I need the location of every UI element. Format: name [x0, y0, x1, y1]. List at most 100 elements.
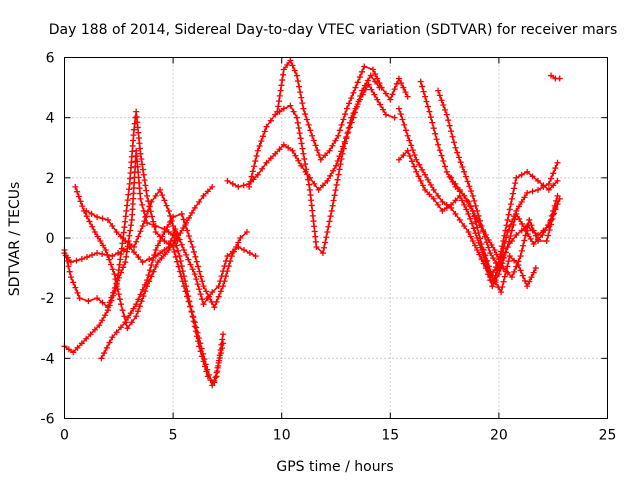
- data-point-marker: [139, 203, 153, 229]
- series-track-10: [395, 105, 561, 290]
- data-point-marker: [202, 361, 214, 384]
- data-point-marker: [504, 213, 518, 235]
- data-point-marker: [465, 228, 479, 249]
- data-point-marker: [191, 198, 203, 211]
- data-point-marker: [157, 186, 170, 209]
- data-point-marker: [324, 167, 337, 184]
- data-point-marker: [165, 231, 177, 251]
- series-line: [248, 82, 395, 255]
- data-point-marker: [178, 210, 194, 245]
- data-point-marker: [426, 108, 440, 143]
- data-point-marker: [133, 288, 149, 320]
- data-point-marker: [391, 114, 398, 121]
- x-tick-label: 0: [60, 428, 69, 444]
- data-point-marker: [352, 68, 366, 91]
- series-track-16: [548, 72, 563, 82]
- data-point-marker: [506, 253, 518, 264]
- data-point-marker: [361, 63, 368, 70]
- data-point-marker: [78, 335, 90, 347]
- data-point-marker: [489, 274, 502, 291]
- data-point-marker: [545, 182, 557, 193]
- data-point-marker: [254, 128, 268, 154]
- data-point-marker: [170, 244, 186, 285]
- data-point-marker: [152, 247, 168, 260]
- chart-title: Day 188 of 2014, Sidereal Day-to-day VTE…: [49, 22, 617, 38]
- data-point-marker: [200, 188, 211, 199]
- data-point-marker: [500, 265, 511, 276]
- data-point-marker: [109, 247, 127, 260]
- data-point-marker: [200, 295, 211, 308]
- data-point-marker: [76, 295, 83, 302]
- data-point-marker: [554, 192, 561, 199]
- data-point-marker: [237, 235, 244, 241]
- data-point-marker: [326, 137, 339, 154]
- data-point-marker: [87, 326, 98, 338]
- data-point-marker: [300, 150, 313, 188]
- data-point-marker: [224, 177, 236, 187]
- data-point-marker: [209, 377, 218, 389]
- data-point-marker: [263, 117, 274, 130]
- data-point-marker: [298, 162, 309, 175]
- data-point-marker: [422, 186, 433, 198]
- y-axis-label: SDTVAR / TECUs: [7, 182, 23, 297]
- data-point-marker: [272, 146, 283, 157]
- data-point-marker: [122, 222, 135, 266]
- data-point-marker: [104, 284, 118, 311]
- data-point-marker: [556, 75, 563, 82]
- data-point-marker: [215, 258, 229, 290]
- data-point-marker: [343, 89, 357, 112]
- x-axis-ticks: 0 5 10 15 20 25: [60, 57, 617, 444]
- y-tick-label: -4: [41, 351, 55, 367]
- data-point-marker: [122, 238, 133, 248]
- data-point-marker: [113, 228, 124, 240]
- data-point-marker: [161, 238, 172, 248]
- data-point-marker: [154, 251, 169, 266]
- data-point-marker: [404, 93, 411, 100]
- data-point-marker: [365, 81, 378, 98]
- data-point-marker: [524, 269, 537, 290]
- data-point-marker: [487, 250, 500, 267]
- data-point-marker: [513, 227, 525, 238]
- data-point-marker: [404, 132, 418, 158]
- data-point-marker: [435, 87, 449, 113]
- data-point-marker: [252, 253, 259, 260]
- data-point-marker: [545, 165, 559, 187]
- data-point-marker: [508, 258, 522, 281]
- series-line: [398, 108, 559, 289]
- data-point-marker: [189, 244, 206, 285]
- series-track-9: [274, 57, 411, 163]
- data-point-marker: [152, 233, 166, 254]
- data-point-marker: [448, 197, 459, 208]
- data-point-marker: [300, 105, 314, 134]
- data-point-marker: [280, 141, 292, 151]
- data-point-marker: [131, 114, 139, 133]
- data-point-marker: [474, 247, 487, 267]
- data-point-marker: [211, 288, 224, 311]
- data-point-marker: [280, 105, 287, 112]
- data-point-marker: [289, 147, 302, 164]
- data-point-marker: [144, 263, 159, 290]
- data-point-marker: [513, 194, 528, 214]
- data-point-marker: [287, 102, 297, 115]
- data-point-marker: [482, 231, 495, 249]
- data-point-marker: [144, 252, 158, 284]
- data-point-marker: [404, 147, 418, 170]
- data-point-marker: [94, 213, 106, 222]
- data-point-marker: [70, 344, 81, 356]
- data-point-marker: [530, 236, 541, 248]
- data-point-marker: [489, 277, 499, 290]
- data-point-marker: [126, 244, 142, 261]
- data-point-marker: [387, 80, 400, 103]
- data-point-marker: [374, 96, 387, 113]
- y-tick-label: -2: [41, 291, 55, 307]
- series-track-4: [72, 183, 216, 332]
- data-point-marker: [78, 252, 96, 263]
- data-point-marker: [272, 108, 283, 118]
- data-point-marker: [539, 221, 552, 238]
- data-point-marker: [263, 155, 274, 166]
- data-point-marker: [417, 78, 431, 110]
- x-tick-label: 25: [599, 428, 617, 444]
- data-point-marker: [554, 159, 561, 166]
- data-point-marker: [220, 331, 227, 338]
